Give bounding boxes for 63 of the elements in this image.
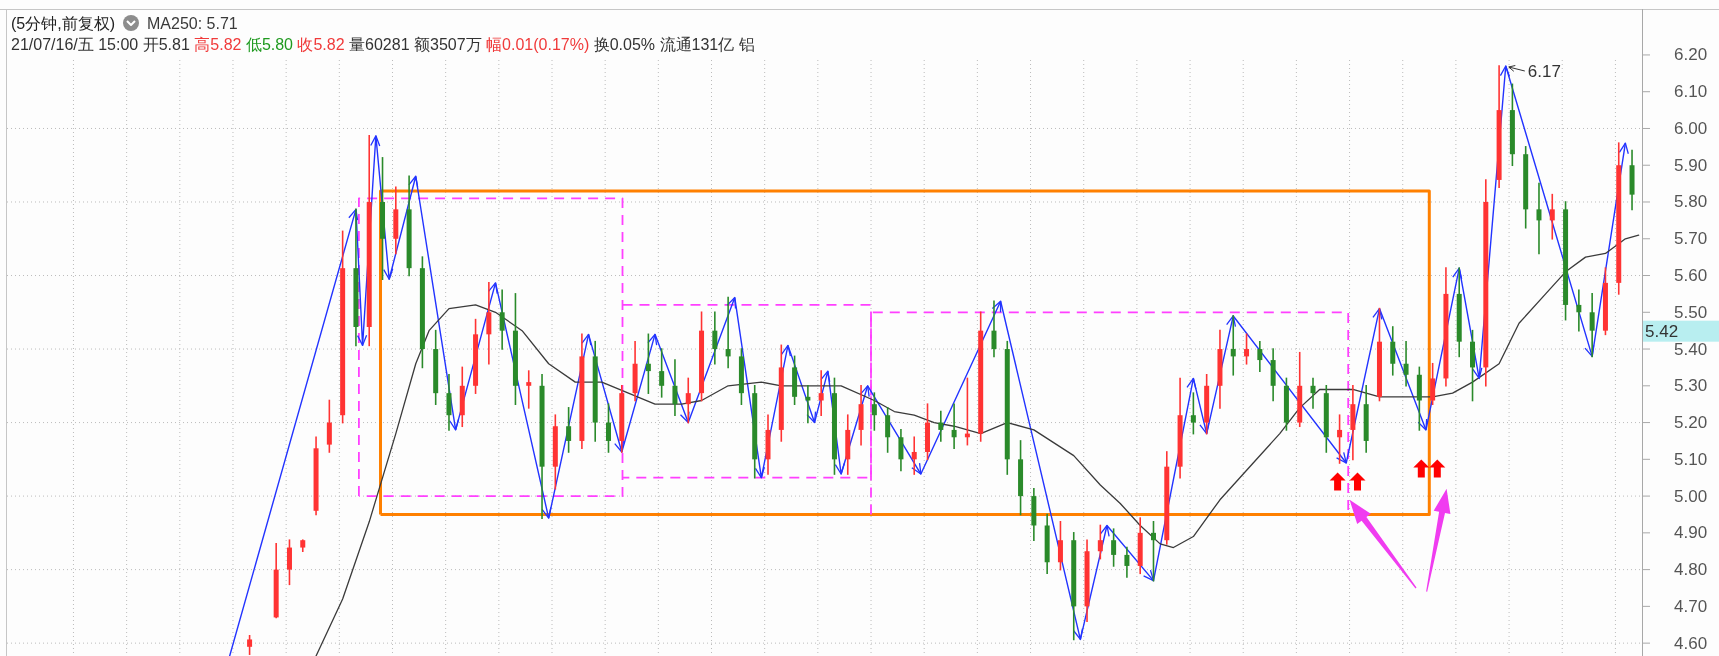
y-tick-label: 6.00: [1674, 118, 1708, 138]
text: 5.42: [1645, 321, 1679, 341]
candlestick: [991, 300, 997, 358]
y-tick-label: 5.20: [1674, 413, 1708, 433]
candlestick: [951, 403, 957, 450]
y-tick-label: 5.60: [1674, 266, 1708, 286]
y-tick-label: 4.80: [1674, 560, 1708, 580]
candlestick: [938, 410, 944, 442]
candlestick: [645, 333, 651, 394]
candlestick: [1057, 521, 1063, 571]
y-tick-label: 5.50: [1674, 302, 1708, 322]
annotation: 6.17: [1527, 62, 1561, 82]
y-tick-label: 4.90: [1674, 523, 1708, 543]
text: 21/07/16/五 15:00 开5.81 高5.82 低5.80 收5.82 量60281 额3507万 幅0.01(0.17%) 换0.05% 流通131亿 铝: [11, 35, 755, 53]
y-tick-label: 5.10: [1674, 449, 1708, 469]
candlestick: [486, 282, 492, 365]
candlestick: [1576, 289, 1582, 332]
candlestick: [1111, 528, 1117, 567]
y-tick-label: 5.30: [1674, 376, 1708, 396]
candlestick: [672, 359, 678, 417]
candlestick: [1430, 362, 1436, 405]
candlestick: [247, 634, 253, 655]
candlestick: [659, 348, 665, 398]
candlestick: [685, 377, 691, 424]
candlestick: [1549, 193, 1555, 240]
candlestick: [1097, 524, 1103, 560]
candlestick: [885, 407, 891, 453]
candlestick: [1257, 340, 1263, 372]
candlestick: [1390, 326, 1396, 376]
y-tick-label: 4.60: [1674, 633, 1708, 653]
candlestick: [911, 436, 917, 475]
text: MA250: 5.71: [147, 14, 238, 32]
candlestick: [1190, 392, 1196, 435]
candlestick: [898, 429, 904, 472]
candlestick: [1310, 377, 1316, 409]
candlestick: [871, 392, 877, 431]
candlestick: [1150, 521, 1156, 582]
y-tick-label: 5.00: [1674, 486, 1708, 506]
candlestick: [1244, 333, 1250, 365]
candlestick: [1124, 546, 1130, 578]
candlestick: [1536, 182, 1542, 255]
candlestick: [818, 370, 824, 417]
candlestick: [1589, 293, 1595, 358]
candlestick: [286, 539, 292, 586]
y-tick-label: 6.20: [1674, 45, 1708, 65]
candlestick: [566, 407, 572, 453]
candlestick: [712, 311, 718, 365]
y-tick-label: 5.70: [1674, 229, 1708, 249]
candlestick: [605, 403, 611, 453]
candlestick: [725, 296, 731, 369]
candlestick: [326, 399, 332, 453]
y-tick-label: 5.40: [1674, 339, 1708, 359]
candlestick: [805, 385, 811, 424]
y-tick-label: 5.80: [1674, 192, 1708, 212]
chart-title: (5分钟,前复权): [11, 14, 115, 32]
candlestick: [1403, 340, 1409, 387]
candlestick: [499, 289, 505, 350]
y-tick-label: 6.10: [1674, 82, 1708, 102]
y-tick-label: 4.70: [1674, 596, 1708, 616]
y-tick-label: 5.90: [1674, 155, 1708, 175]
line-series: [315, 234, 1640, 656]
candlestick: [446, 373, 452, 431]
candlestick: [526, 370, 532, 409]
